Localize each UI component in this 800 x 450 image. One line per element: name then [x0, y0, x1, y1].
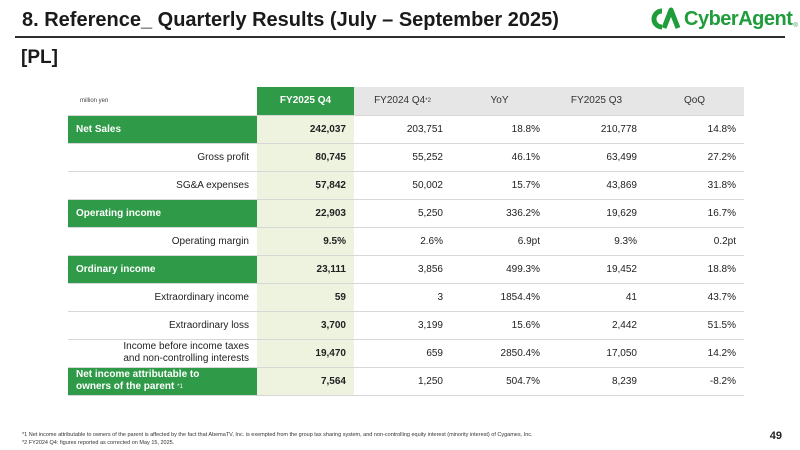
cell-value: 55,252 [354, 143, 451, 172]
footnote-marker: *2 [425, 98, 431, 105]
footnote-2: *2 FY2024 Q4: figures reported as correc… [22, 440, 175, 446]
col-header-fy2025-q4: FY2025 Q4 [257, 87, 354, 116]
cell-value: 59 [257, 283, 354, 312]
cyberagent-logo-icon [651, 7, 681, 30]
logo-registered-mark: ® [793, 23, 798, 29]
cell-value: 23,111 [257, 255, 354, 284]
table-row: Operating income 22,903 5,250 336.2% 19,… [68, 199, 744, 228]
cell-value: 14.2% [645, 339, 744, 368]
cell-value: 2,442 [548, 311, 645, 340]
row-label: Extraordinary loss [68, 311, 257, 340]
table-row: Net Sales 242,037 203,751 18.8% 210,778 … [68, 115, 744, 144]
cell-value: 3,199 [354, 311, 451, 340]
unit-label: million yen [68, 87, 257, 116]
cell-value: 9.3% [548, 227, 645, 256]
pl-table: million yen FY2025 Q4 FY2024 Q4*2 YoY FY… [68, 87, 744, 396]
cell-value: 659 [354, 339, 451, 368]
cell-value: 18.8% [451, 115, 548, 144]
col-header-qoq: QoQ [645, 87, 744, 116]
footnote-1: *1 Net income attributable to owners of … [22, 432, 533, 438]
cell-value: 7,564 [257, 367, 354, 396]
row-label: Net Sales [68, 115, 257, 144]
table-row: Extraordinary loss 3,700 3,199 15.6% 2,4… [68, 311, 744, 340]
footnote-marker: *1 [177, 384, 183, 390]
footnotes: *1 Net income attributable to owners of … [22, 431, 533, 447]
table-row: Operating margin 9.5% 2.6% 6.9pt 9.3% 0.… [68, 227, 744, 256]
section-label: [PL] [21, 47, 58, 68]
company-logo: CyberAgent ® [644, 6, 798, 32]
col-header-yoy: YoY [451, 87, 548, 116]
cell-value: 46.1% [451, 143, 548, 172]
cell-value: 3,856 [354, 255, 451, 284]
cell-value: 3 [354, 283, 451, 312]
cell-value: 210,778 [548, 115, 645, 144]
table-header-row: million yen FY2025 Q4 FY2024 Q4*2 YoY FY… [68, 87, 744, 116]
row-label: SG&A expenses [68, 171, 257, 200]
cell-value: 19,629 [548, 199, 645, 228]
row-label: Extraordinary income [68, 283, 257, 312]
cell-value: 16.7% [645, 199, 744, 228]
cell-value: 336.2% [451, 199, 548, 228]
cell-value: 31.8% [645, 171, 744, 200]
cell-value: -8.2% [645, 367, 744, 396]
table-row: Gross profit 80,745 55,252 46.1% 63,499 … [68, 143, 744, 172]
logo-text: CyberAgent [684, 7, 793, 30]
col-header-fy2025-q3: FY2025 Q3 [548, 87, 645, 116]
page-title: 8. Reference_ Quarterly Results (July – … [22, 9, 559, 31]
row-label: Operating income [68, 199, 257, 228]
title-rule [15, 36, 785, 38]
cell-value: 2850.4% [451, 339, 548, 368]
cell-value: 499.3% [451, 255, 548, 284]
col-header-fy2024-q4: FY2024 Q4*2 [354, 87, 451, 116]
cell-value: 19,470 [257, 339, 354, 368]
row-label: Ordinary income [68, 255, 257, 284]
table-row: Net income attributable to owners of the … [68, 367, 744, 396]
cell-value: 3,700 [257, 311, 354, 340]
cell-value: 63,499 [548, 143, 645, 172]
cell-value: 15.6% [451, 311, 548, 340]
cell-value: 9.5% [257, 227, 354, 256]
cell-value: 51.5% [645, 311, 744, 340]
cell-value: 43.7% [645, 283, 744, 312]
cell-value: 2.6% [354, 227, 451, 256]
cell-value: 6.9pt [451, 227, 548, 256]
cell-value: 80,745 [257, 143, 354, 172]
table-row: Extraordinary income 59 3 1854.4% 41 43.… [68, 283, 744, 312]
cell-value: 14.8% [645, 115, 744, 144]
row-label: Gross profit [68, 143, 257, 172]
cell-value: 5,250 [354, 199, 451, 228]
cell-value: 57,842 [257, 171, 354, 200]
cell-value: 18.8% [645, 255, 744, 284]
row-label: Income before income taxes and non-contro… [68, 339, 257, 368]
cell-value: 1,250 [354, 367, 451, 396]
cell-value: 504.7% [451, 367, 548, 396]
cell-value: 17,050 [548, 339, 645, 368]
table-row: Ordinary income 23,111 3,856 499.3% 19,4… [68, 255, 744, 284]
cell-value: 203,751 [354, 115, 451, 144]
row-label: Operating margin [68, 227, 257, 256]
cell-value: 50,002 [354, 171, 451, 200]
cell-value: 15.7% [451, 171, 548, 200]
table-row: Income before income taxes and non-contro… [68, 339, 744, 368]
cell-value: 19,452 [548, 255, 645, 284]
cell-value: 1854.4% [451, 283, 548, 312]
row-label: Net income attributable to owners of the … [68, 367, 257, 396]
cell-value: 242,037 [257, 115, 354, 144]
cell-value: 0.2pt [645, 227, 744, 256]
cell-value: 27.2% [645, 143, 744, 172]
cell-value: 43,869 [548, 171, 645, 200]
page-number: 49 [769, 430, 782, 442]
cell-value: 8,239 [548, 367, 645, 396]
cell-value: 22,903 [257, 199, 354, 228]
cell-value: 41 [548, 283, 645, 312]
table-row: SG&A expenses 57,842 50,002 15.7% 43,869… [68, 171, 744, 200]
